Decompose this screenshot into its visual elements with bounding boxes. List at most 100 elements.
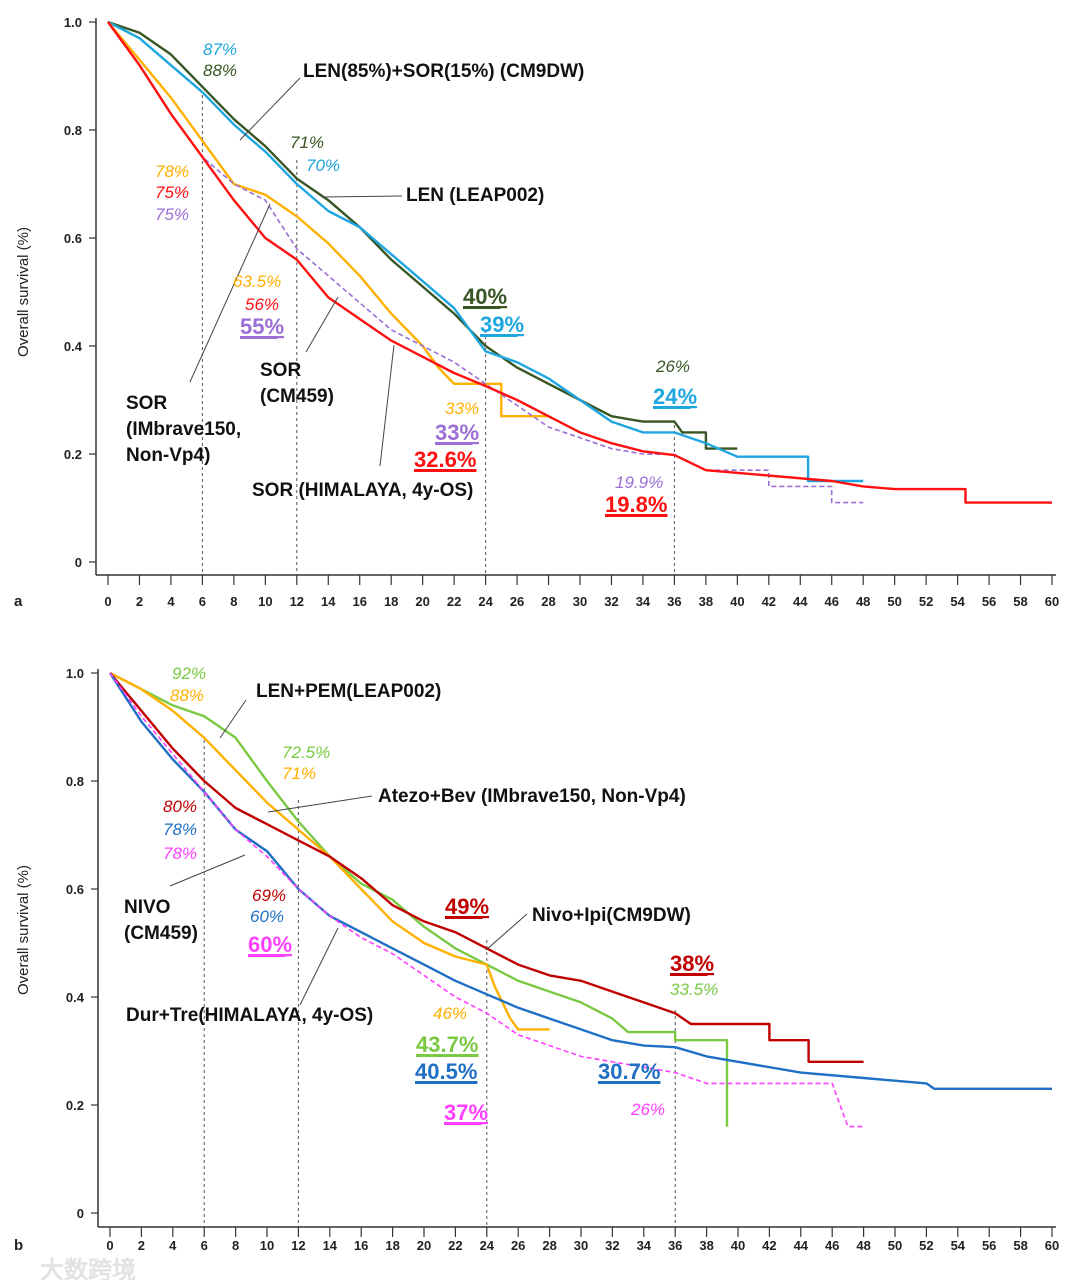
label-leader-line <box>305 296 339 353</box>
x-tick-label: 6 <box>201 1238 208 1253</box>
y-tick-label: 0.2 <box>64 447 82 462</box>
series-label: (CM459) <box>124 923 198 944</box>
survival-rate-annotation: 38% <box>670 951 714 976</box>
x-tick-label: 2 <box>136 594 143 609</box>
x-tick-label: 10 <box>260 1238 274 1253</box>
survival-curve-len-pem-leap002 <box>109 671 729 1127</box>
survival-curve-nivo-cm459 <box>108 672 1052 1091</box>
y-tick-label: 0.2 <box>66 1098 84 1113</box>
y-tick-label: 0.6 <box>64 231 82 246</box>
label-leader-line <box>189 203 271 383</box>
survival-rate-annotation: 56% <box>245 295 279 314</box>
label-leader-line <box>379 344 395 467</box>
survival-rate-annotation: 60% <box>250 907 284 926</box>
series-label: LEN(85%)+SOR(15%) (CM9DW) <box>303 61 584 82</box>
survival-rate-annotation: 78% <box>163 844 197 863</box>
survival-rate-annotation: 49% <box>445 894 489 919</box>
series-label: Nivo+Ipi(CM9DW) <box>532 905 691 926</box>
survival-rate-annotation: 19.9% <box>615 473 663 492</box>
survival-rate-annotation: 39% <box>480 312 524 337</box>
x-tick-label: 12 <box>290 594 304 609</box>
x-tick-label: 22 <box>448 1238 462 1253</box>
x-tick-label: 50 <box>887 594 901 609</box>
survival-curve-atezo-bev-imbrave150-non-vp4 <box>109 671 550 1031</box>
survival-rate-annotation: 78% <box>163 820 197 839</box>
y-tick-label: 0 <box>75 555 82 570</box>
survival-rate-annotation: 69% <box>252 886 286 905</box>
x-tick-label: 34 <box>637 1238 652 1253</box>
x-tick-label: 14 <box>321 594 336 609</box>
y-axis-label: Overall survival (%) <box>15 865 32 995</box>
x-tick-label: 54 <box>951 1238 966 1253</box>
survival-rate-annotation: 63.5% <box>233 272 281 291</box>
x-tick-label: 32 <box>605 1238 619 1253</box>
x-tick-label: 16 <box>352 594 366 609</box>
x-tick-label: 34 <box>636 594 651 609</box>
x-tick-label: 42 <box>762 594 776 609</box>
x-tick-label: 56 <box>982 1238 996 1253</box>
x-tick-label: 12 <box>291 1238 305 1253</box>
survival-rate-annotation: 71% <box>290 133 324 152</box>
x-tick-label: 46 <box>824 594 838 609</box>
x-tick-label: 8 <box>232 1238 239 1253</box>
series-label: (IMbrave150, <box>126 419 241 440</box>
series-label: Non-Vp4) <box>126 445 210 466</box>
survival-rate-annotation: 30.7% <box>598 1059 660 1084</box>
survival-rate-annotation: 33% <box>445 399 479 418</box>
label-leader-line <box>321 195 403 198</box>
x-tick-label: 32 <box>604 594 618 609</box>
x-tick-label: 52 <box>919 594 933 609</box>
survival-curve-nivo-ipi-cm9dw <box>109 672 864 1064</box>
series-label: LEN (LEAP002) <box>406 185 544 206</box>
y-tick-label: 0 <box>77 1206 84 1221</box>
x-tick-label: 0 <box>106 1238 113 1253</box>
x-tick-label: 22 <box>447 594 461 609</box>
label-leader-line <box>169 854 246 887</box>
x-tick-label: 52 <box>919 1238 933 1253</box>
label-leader-line <box>219 699 247 739</box>
x-tick-label: 24 <box>478 594 493 609</box>
label-leader-line <box>267 795 373 813</box>
x-tick-label: 0 <box>104 594 111 609</box>
survival-rate-annotation: 26% <box>630 1100 665 1119</box>
survival-curve-sor-cm459 <box>107 21 864 504</box>
x-tick-label: 48 <box>856 1238 870 1253</box>
x-tick-label: 24 <box>480 1238 495 1253</box>
x-tick-label: 4 <box>169 1238 177 1253</box>
label-leader-line <box>485 913 528 951</box>
survival-rate-annotation: 75% <box>155 183 189 202</box>
survival-rate-annotation: 32.6% <box>414 447 476 472</box>
x-tick-label: 58 <box>1013 1238 1027 1253</box>
survival-rate-annotation: 40% <box>463 284 507 309</box>
survival-rate-annotation: 88% <box>170 686 204 705</box>
y-tick-label: 0.4 <box>66 990 85 1005</box>
x-tick-label: 56 <box>982 594 996 609</box>
survival-curve-dur-tre-himalaya-4y-os <box>109 672 864 1128</box>
survival-rate-annotation: 92% <box>172 664 206 683</box>
survival-rate-annotation: 24% <box>653 384 697 409</box>
x-tick-label: 28 <box>542 1238 556 1253</box>
survival-rate-annotation: 60% <box>248 932 292 957</box>
label-leader-line <box>239 77 301 141</box>
y-axis-label: Overall survival (%) <box>15 227 32 357</box>
panel-letter: b <box>14 1237 23 1254</box>
x-tick-label: 60 <box>1045 594 1059 609</box>
series-label: SOR (HIMALAYA, 4y-OS) <box>252 480 473 501</box>
label-leader-line <box>299 927 339 1006</box>
survival-rate-annotation: 43.7% <box>416 1032 478 1057</box>
series-label: SOR <box>126 393 167 414</box>
x-tick-label: 46 <box>825 1238 839 1253</box>
survival-rate-annotation: 78% <box>155 162 189 181</box>
x-tick-label: 40 <box>731 1238 745 1253</box>
x-tick-label: 20 <box>415 594 429 609</box>
x-tick-label: 30 <box>574 1238 588 1253</box>
x-tick-label: 44 <box>793 594 808 609</box>
survival-rate-annotation: 26% <box>655 357 690 376</box>
y-tick-label: 0.8 <box>66 774 84 789</box>
x-tick-label: 4 <box>167 594 175 609</box>
x-tick-label: 26 <box>510 594 524 609</box>
survival-rate-annotation: 87% <box>203 40 237 59</box>
x-tick-label: 8 <box>230 594 237 609</box>
watermark-logo: 大数跨境 <box>40 1256 136 1280</box>
